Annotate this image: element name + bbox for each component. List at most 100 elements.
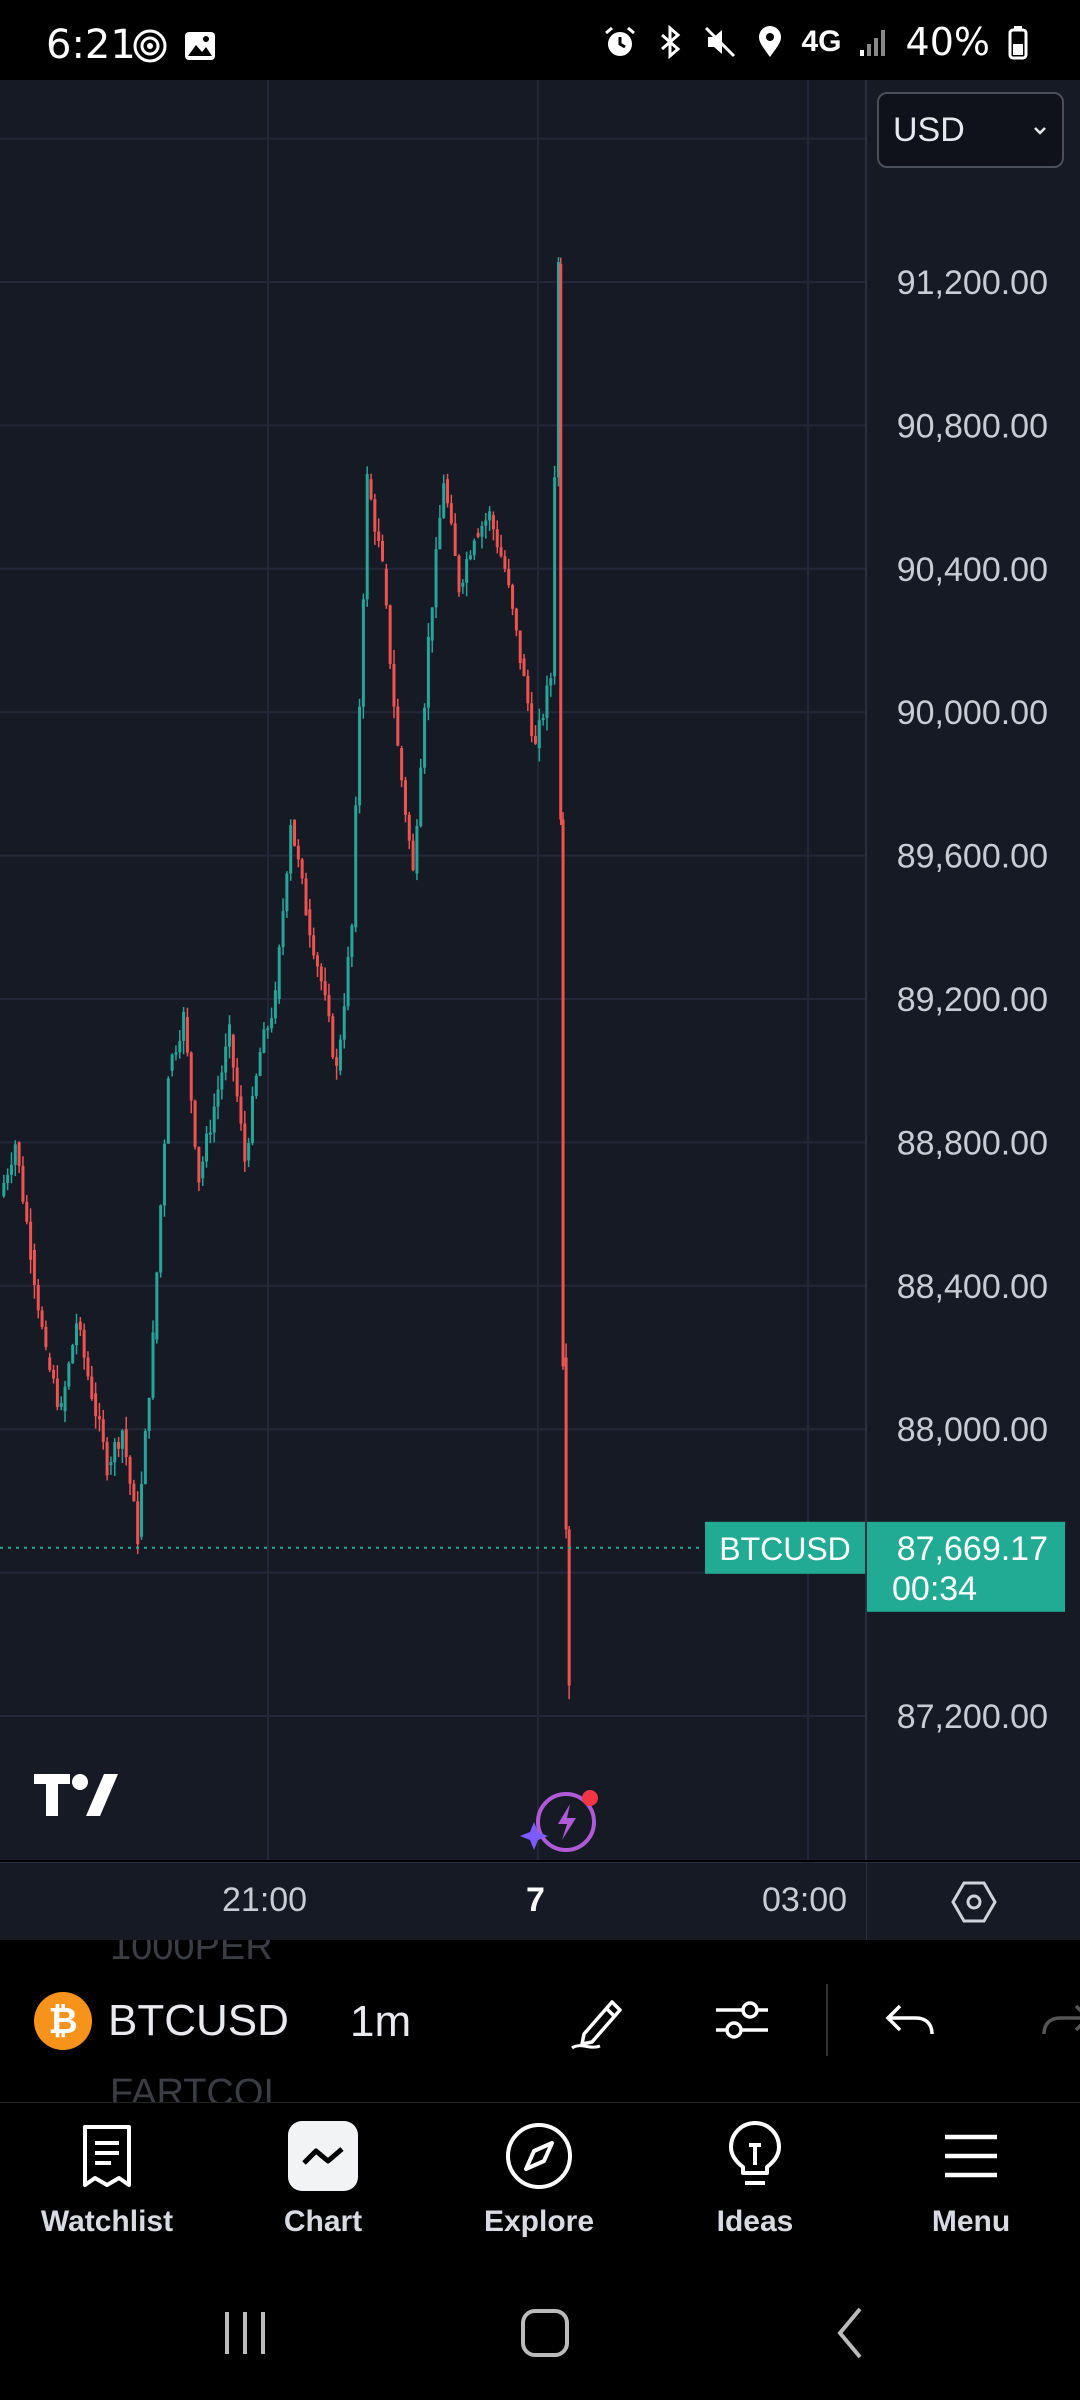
candle-body	[205, 1133, 209, 1162]
status-right-icons: 4G 40%	[602, 20, 1041, 64]
candle-body	[109, 1462, 113, 1466]
candle-body	[25, 1201, 29, 1222]
ghost-symbol-below: FARTCOI	[110, 2072, 274, 2102]
candle-body	[78, 1321, 82, 1330]
candle-body	[239, 1096, 243, 1124]
currency-select[interactable]: USD	[877, 92, 1064, 168]
redo-button[interactable]	[1030, 1984, 1080, 2056]
candle-body	[503, 556, 507, 569]
symbol-name: BTCUSD	[108, 1996, 289, 2045]
price-chart[interactable]: 91,200.00 90,800.00 90,400.00 90,000.00 89,6…	[0, 80, 1080, 1860]
candle-body	[507, 568, 511, 586]
last-price-badge	[867, 1521, 1065, 1612]
candle-body	[120, 1430, 124, 1449]
candle-body	[86, 1357, 90, 1377]
nav-chart[interactable]: Chart	[243, 2121, 403, 2239]
candle-body	[419, 767, 423, 827]
candle-body	[140, 1484, 144, 1537]
candle-body	[499, 547, 503, 557]
candle-body	[63, 1386, 67, 1412]
candle-body	[369, 479, 373, 500]
candle-body	[495, 529, 499, 548]
candle-body	[327, 995, 331, 1017]
indicators-button[interactable]	[706, 1984, 778, 2056]
draw-icon	[571, 2000, 622, 2050]
redo-icon	[1042, 2004, 1080, 2035]
mute-icon	[704, 26, 735, 58]
battery-icon	[1008, 26, 1028, 60]
undo-button[interactable]	[874, 1984, 946, 2056]
back-icon	[837, 2307, 862, 2359]
candle-body	[323, 981, 327, 996]
candle-body	[442, 483, 446, 518]
candle-body	[174, 1052, 178, 1055]
nav-label: Explore	[483, 2205, 595, 2238]
bitcoin-icon: ₿	[34, 1992, 92, 2050]
symbol-price-label: BTCUSD	[719, 1531, 851, 1567]
menu-icon	[936, 2121, 1006, 2191]
candle-countdown: 00:34	[892, 1570, 977, 1608]
home-button[interactable]	[500, 2298, 590, 2368]
candle-body	[55, 1378, 59, 1407]
candle-body	[358, 706, 362, 806]
candle-body	[151, 1332, 155, 1398]
recent-apps-button[interactable]	[200, 2298, 290, 2368]
chart-settings-button[interactable]	[866, 1862, 1080, 1941]
nav-explore[interactable]: Explore	[459, 2121, 619, 2239]
candle-body	[178, 1040, 182, 1053]
candle-body	[258, 1052, 262, 1076]
candle-body	[36, 1284, 40, 1311]
candle-body	[250, 1095, 254, 1144]
nav-ideas[interactable]: Ideas	[675, 2121, 835, 2239]
candle-body	[461, 582, 465, 587]
candle-body	[197, 1146, 201, 1183]
candle-body	[338, 1039, 342, 1071]
draw-button[interactable]	[562, 1984, 634, 2056]
time-axis[interactable]: 21:00 7 03:00	[0, 1862, 866, 1941]
candle-body	[526, 675, 530, 704]
candle-body	[132, 1483, 136, 1502]
watchlist-icon	[72, 2121, 142, 2191]
candle-body	[52, 1369, 56, 1379]
back-button[interactable]	[806, 2298, 896, 2368]
price-tick-label: 90,400.00	[897, 551, 1048, 589]
candle-body	[82, 1329, 86, 1358]
explore-icon	[504, 2121, 574, 2191]
candle-body	[212, 1106, 216, 1133]
nav-menu[interactable]: Menu	[891, 2121, 1051, 2239]
candle-body	[553, 477, 557, 677]
candle-body	[423, 707, 427, 768]
hexagon-settings-icon	[951, 1881, 997, 1923]
candle-body	[449, 503, 453, 524]
candle-body	[522, 658, 526, 676]
candle-body	[491, 515, 495, 530]
symbol-selector[interactable]: ₿ BTCUSD	[34, 1992, 289, 2050]
indicators-icon	[716, 2001, 768, 2039]
bluetooth-icon	[660, 24, 680, 60]
price-tick-label: 87,200.00	[897, 1698, 1048, 1736]
candle-body	[185, 1016, 189, 1053]
candle-body	[304, 878, 308, 916]
candle-body	[331, 1016, 335, 1058]
price-tick-label: 91,200.00	[897, 264, 1048, 302]
chart-area[interactable]: 91,200.00 90,800.00 90,400.00 90,000.00 89,6…	[0, 80, 1080, 1860]
candle-body	[162, 1143, 166, 1206]
candle-body	[549, 678, 553, 686]
price-tick-label: 88,400.00	[897, 1268, 1048, 1306]
candle-body	[231, 1034, 235, 1068]
price-tick-label: 88,000.00	[897, 1411, 1048, 1449]
candle-body	[201, 1161, 205, 1179]
candle-body	[13, 1144, 17, 1165]
nav-watchlist[interactable]: Watchlist	[27, 2121, 187, 2239]
time-tick-label: 7	[526, 1881, 545, 1919]
candle-body	[124, 1429, 128, 1458]
candle-body	[472, 540, 476, 556]
interval-selector[interactable]: 1m	[350, 1997, 412, 2046]
candle-body	[216, 1089, 220, 1107]
candle-body	[354, 805, 358, 928]
candle-body	[235, 1067, 239, 1097]
chart-icon	[288, 2121, 358, 2191]
candle-body	[415, 826, 419, 874]
ai-assistant-icon[interactable]	[520, 1786, 604, 1856]
time-tick-label: 21:00	[222, 1881, 308, 1919]
